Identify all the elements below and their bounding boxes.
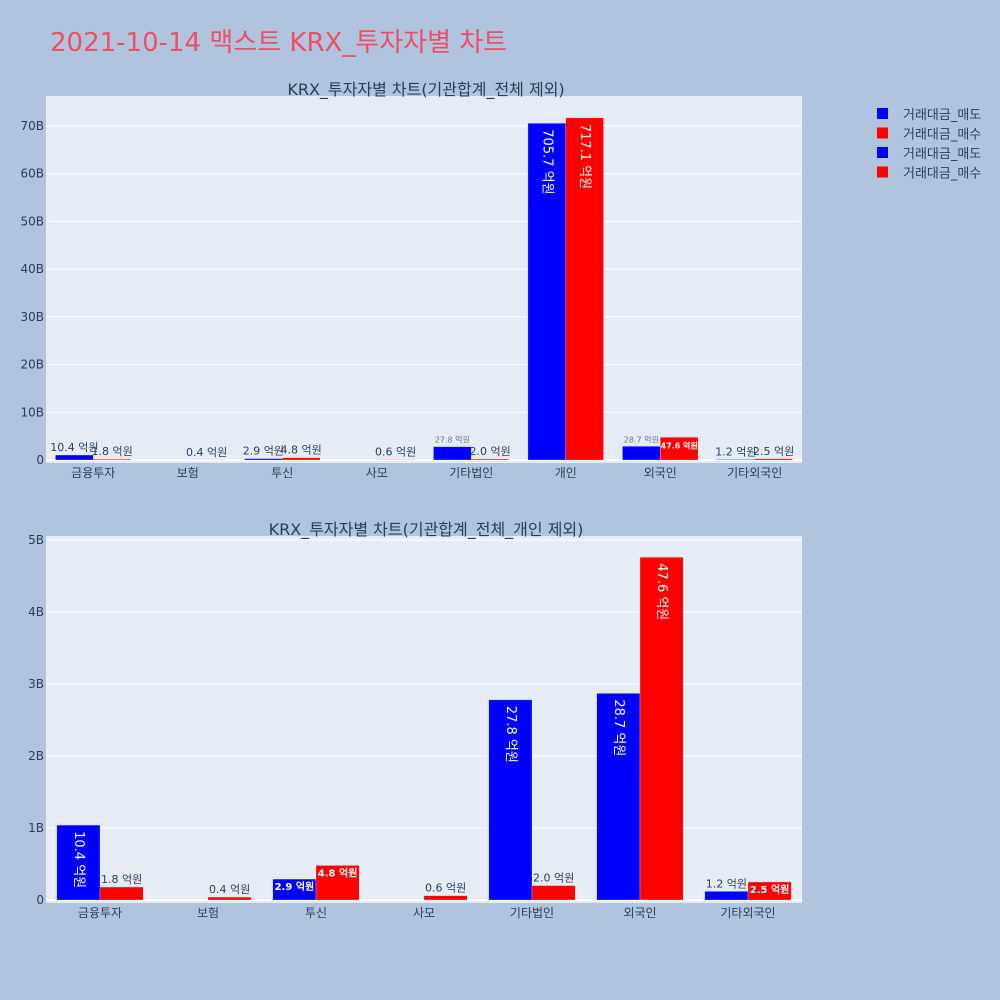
legend-swatch[interactable] xyxy=(877,127,888,139)
x-tick-label: 기타외국인 xyxy=(727,466,782,480)
y-tick-label: 0 xyxy=(36,453,44,467)
bar-value-label: 2.5 억원 xyxy=(750,883,790,896)
bar-value-label: 10.4 억원 xyxy=(71,831,86,888)
bar-sell xyxy=(527,123,567,461)
x-tick-label: 보험 xyxy=(177,466,199,480)
x-tick-label: 투신 xyxy=(271,466,293,480)
y-tick-label: 0 xyxy=(36,893,44,907)
y-tick-label: 1B xyxy=(28,821,44,835)
bar-buy xyxy=(423,895,468,901)
bar-buy xyxy=(99,886,144,901)
bar-value-label: 717.1 억원 xyxy=(577,124,592,189)
bar-value-label: 28.7 억원 xyxy=(624,434,659,444)
legend-swatch[interactable] xyxy=(877,166,888,178)
bar-buy xyxy=(282,457,321,461)
x-tick-label: 외국인 xyxy=(623,906,656,920)
bar-buy xyxy=(315,865,360,901)
bar-buy xyxy=(747,881,792,901)
y-tick-label: 4B xyxy=(28,605,44,619)
legend-item[interactable]: 거래대금_매수 xyxy=(903,128,981,143)
bar-buy xyxy=(531,885,576,901)
bar-sell xyxy=(244,458,283,461)
bar-value-label: 0.4 억원 xyxy=(186,446,227,459)
y-tick-label: 70B xyxy=(20,119,44,133)
bar-value-label: 2.5 억원 xyxy=(753,445,794,458)
chart-title: KRX_투자자별 차트(기관합계_전체 제외) xyxy=(287,80,564,100)
bar-value-label: 0.6 억원 xyxy=(375,446,416,459)
bar-value-label: 2.0 억원 xyxy=(533,872,574,885)
bar-sell xyxy=(596,693,641,901)
y-tick-label: 60B xyxy=(20,167,44,181)
bar-sell xyxy=(56,824,101,901)
bar-buy xyxy=(207,896,252,901)
bar-value-label: 47.6 억원 xyxy=(654,563,669,620)
bar-sell xyxy=(433,446,472,461)
x-tick-label: 투신 xyxy=(305,906,327,920)
bar-value-label: 28.7 억원 xyxy=(611,699,626,756)
x-tick-label: 외국인 xyxy=(644,466,677,480)
x-tick-label: 보험 xyxy=(197,906,219,920)
bar-value-label: 27.8 억원 xyxy=(503,706,518,763)
bar-value-label: 0.6 억원 xyxy=(425,882,466,895)
plot-area xyxy=(46,96,802,463)
bar-buy xyxy=(471,458,510,461)
y-tick-label: 2B xyxy=(28,749,44,763)
bar-buy xyxy=(639,557,684,901)
x-tick-label: 개인 xyxy=(555,466,577,480)
bar-value-label: 4.8 억원 xyxy=(281,444,322,457)
bar-sell xyxy=(55,454,94,461)
main-title: 2021-10-14 맥스트 KRX_투자자별 차트 xyxy=(50,28,508,58)
bar-sell xyxy=(704,891,749,901)
y-tick-label: 10B xyxy=(20,405,44,419)
y-tick-label: 50B xyxy=(20,214,44,228)
x-tick-label: 사모 xyxy=(366,466,388,480)
bar-value-label: 1.2 억원 xyxy=(715,445,756,458)
bar-buy xyxy=(93,458,132,461)
legend-item[interactable]: 거래대금_매도 xyxy=(903,147,981,162)
plot-area xyxy=(46,536,802,903)
chart-1: 0 10B 20B 30B 40B 50B 60B 70B KRX_투자자별 차트(기관합계_전… xyxy=(20,80,802,480)
x-tick-label: 금융투자 xyxy=(78,906,122,920)
legend-swatch[interactable] xyxy=(877,108,888,119)
bar-sell xyxy=(622,446,661,461)
y-tick-label: 5B xyxy=(28,533,44,547)
x-tick-label: 사모 xyxy=(413,906,435,920)
bar-value-label: 705.7 억원 xyxy=(539,129,554,194)
bar-value-label: 4.8 억원 xyxy=(318,866,358,879)
bar-value-label: 1.8 억원 xyxy=(92,445,133,458)
bar-value-label: 1.2 억원 xyxy=(706,877,747,890)
bar-value-label: 2.9 억원 xyxy=(243,445,284,458)
bar-value-label: 2.9 억원 xyxy=(275,880,315,893)
chart-title: KRX_투자자별 차트(기관합계_전체_개인 제외) xyxy=(269,520,584,540)
y-tick-label: 40B xyxy=(20,262,44,276)
x-tick-label: 금융투자 xyxy=(71,466,115,480)
x-tick-label: 기타법인 xyxy=(449,466,493,480)
legend-item[interactable]: 거래대금_매수 xyxy=(903,167,981,182)
bar-sell xyxy=(716,459,756,461)
bar-buy xyxy=(565,117,604,461)
bar-sell xyxy=(488,699,533,901)
chart-2: 0 1B 2B 3B 4B 5B KRX_투자자별 차트(기관합계_전체_개인 제외) 금융투… xyxy=(28,520,802,920)
bar-value-label: 47.6 억원 xyxy=(661,440,698,450)
x-tick-label: 기타법인 xyxy=(510,906,554,920)
legend-swatch[interactable] xyxy=(877,147,888,158)
legend-item[interactable]: 거래대금_매도 xyxy=(903,108,981,123)
bar-value-label: 10.4 억원 xyxy=(50,441,98,454)
y-tick-label: 20B xyxy=(20,358,44,372)
bar-buy xyxy=(660,437,699,461)
bar-value-label: 2.0 억원 xyxy=(470,445,511,458)
x-tick-label: 기타외국인 xyxy=(720,906,775,920)
y-tick-label: 3B xyxy=(28,677,44,691)
bar-value-label: 1.8 억원 xyxy=(101,873,142,886)
bar-buy xyxy=(754,458,793,461)
y-tick-label: 30B xyxy=(20,310,44,324)
bar-value-label: 27.8 억원 xyxy=(435,435,470,445)
bar-value-label: 0.4 억원 xyxy=(209,883,250,896)
